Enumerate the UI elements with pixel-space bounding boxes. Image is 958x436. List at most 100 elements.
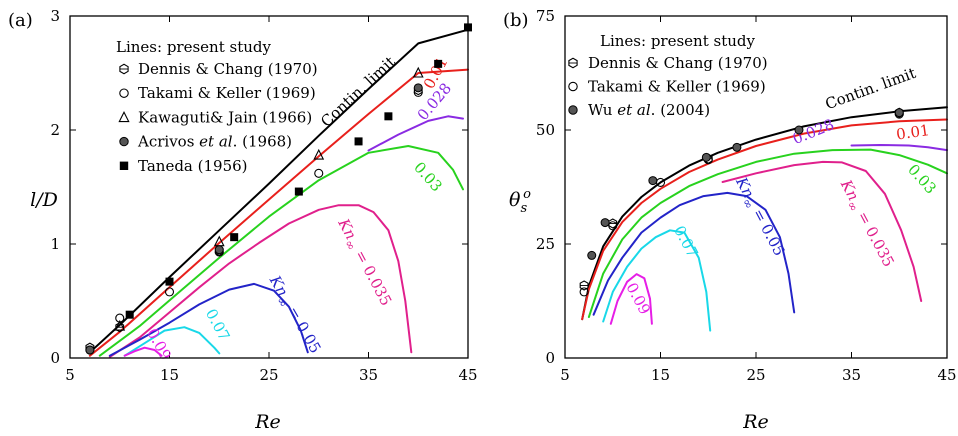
data-point-wu-et-al-2004 (701, 152, 711, 162)
legend-entry: Taneda (1956) (138, 157, 248, 175)
legend-entry: Takami & Keller (1969) (138, 84, 316, 102)
data-point-takami-keller-1969 (314, 168, 324, 178)
curve-label-0-09: 0.09 (622, 280, 654, 318)
data-point-dennis-chang-1970 (579, 280, 589, 291)
legend-marker-triangle (118, 110, 130, 123)
series-line-contin-limit (88, 28, 469, 354)
plot-frame (564, 15, 948, 359)
series-line-contin-limit (581, 106, 948, 321)
series-line-kn-0-05 (108, 282, 309, 357)
x-tick-label: 5 (65, 366, 75, 384)
legend-entry: Dennis & Chang (1970) (138, 60, 318, 78)
curve-label-0-07: 0.07 (202, 306, 234, 344)
y-tick-label: 50 (536, 121, 555, 139)
plot-frame (69, 15, 469, 359)
curve-label-kn-value: = 0.035 (851, 204, 897, 270)
data-point-wu-et-al-2004 (732, 142, 742, 152)
y-axis-label-sub: s (520, 201, 527, 216)
curve-label-0-03: 0.03 (410, 158, 446, 195)
y-tick-label: 0 (545, 349, 555, 367)
series-line-kn-0-035 (108, 204, 413, 358)
data-markers (579, 107, 904, 297)
x-tick-label: 15 (651, 366, 670, 384)
series-line-0-07 (123, 326, 221, 357)
curve-label-kn: Kn (265, 272, 292, 300)
legend-entry-part: . (1968) (233, 133, 292, 151)
legend-entry-part: et al (199, 133, 233, 151)
x-tick-label: 35 (842, 366, 861, 384)
chart-panel-b: (b) 5 15 25 35 45 0 25 50 75 Re θso Contin. limit 0.0… (503, 7, 957, 433)
x-axis-label: Re (254, 411, 281, 433)
legend: Lines: present study Dennis & Chang (1970… (568, 32, 768, 119)
data-point-taneda-1956 (294, 187, 303, 196)
legend-entry: Wu et al. (2004) (588, 101, 710, 119)
y-tick-label: 0 (50, 349, 60, 367)
y-tick-label: 1 (50, 235, 60, 253)
x-tick-label: 45 (458, 366, 477, 384)
data-point-takami-keller-1969 (579, 287, 589, 297)
data-point-wu-et-al-2004 (600, 218, 610, 228)
curve-label-kn-value: = 0.05 (281, 299, 324, 356)
legend-title: Lines: present study (600, 32, 755, 50)
legend-entry-part: . (2004) (651, 101, 710, 119)
data-point-wu-et-al-2004 (794, 125, 804, 135)
marker-hexagon-outline (119, 63, 129, 75)
marker-hexagon-outline (115, 322, 125, 333)
marker-hexagon-outline (579, 280, 589, 291)
series-line-0-01 (581, 118, 948, 321)
curve-label-kn: Kn (334, 215, 360, 243)
legend-marker-hexagon (568, 57, 578, 69)
legend-entry-part: Acrivos (137, 133, 199, 151)
data-point-acrivos-et-al-1968 (214, 245, 224, 255)
curve-label-kn: Kn (836, 176, 862, 204)
legend-entry-part: Wu (588, 101, 617, 119)
y-tick-label: 3 (50, 7, 60, 25)
legend: Lines: present study Dennis & Chang (1970… (116, 38, 318, 175)
series-lines (88, 28, 469, 358)
series-line-0-028 (850, 144, 948, 152)
curve-label-kn-0-035: Kn∞ = 0.035 (331, 215, 395, 310)
y-tick-label: 75 (536, 7, 555, 25)
data-point-taneda-1956 (384, 112, 393, 121)
y-axis-label-main: l/D (30, 189, 58, 211)
x-tick-label: 35 (359, 366, 378, 384)
data-point-taneda-1956 (125, 310, 134, 319)
series-line-0-03 (98, 145, 464, 357)
curve-label-0-03: 0.03 (904, 161, 940, 198)
legend-entry: Dennis & Chang (1970) (588, 54, 768, 72)
data-point-kawaguti-jain-1966 (313, 148, 325, 160)
legend-entry: Kawaguti& Jain (1966) (138, 108, 312, 126)
x-tick-label: 25 (746, 366, 765, 384)
data-point-wu-et-al-2004 (894, 108, 904, 118)
legend-entry: Takami & Keller (1969) (588, 78, 766, 96)
legend-entry: Acrivos et al. (1968) (137, 133, 292, 151)
series-line-0-09 (609, 273, 653, 325)
series-line-0-01 (88, 68, 469, 357)
y-tick-label: 25 (536, 235, 555, 253)
data-point-kawaguti-jain-1966 (412, 66, 424, 78)
legend-marker-shaded-circle (568, 105, 578, 115)
curve-label-kn: Kn (732, 173, 758, 201)
y-axis-label: l/D (30, 189, 58, 211)
series-line-0-028 (367, 115, 464, 152)
curve-label-contin-limit: Contin. limit (823, 64, 918, 113)
panel-label: (a) (8, 10, 33, 31)
panel-label: (b) (503, 10, 529, 31)
legend-marker-circle (568, 81, 578, 92)
x-tick-label: 5 (560, 366, 570, 384)
data-point-taneda-1956 (165, 277, 174, 286)
data-point-takami-keller-1969 (608, 221, 618, 231)
legend-title: Lines: present study (116, 38, 271, 56)
series-line-kn-0-035 (721, 160, 923, 302)
x-axis-label: Re (742, 411, 769, 433)
data-point-taneda-1956 (354, 137, 363, 146)
data-point-taneda-1956 (434, 59, 443, 68)
y-axis-label: θso (509, 187, 531, 216)
axis-ticks: 5 15 25 35 45 0 25 50 75 (536, 7, 957, 384)
data-point-acrivos-et-al-1968 (85, 345, 95, 355)
y-axis-label-sup: o (523, 187, 531, 202)
curve-label-kn-0-05: Kn∞ = 0.05 (263, 272, 325, 358)
curve-label-kn-value: = 0.05 (747, 201, 789, 258)
